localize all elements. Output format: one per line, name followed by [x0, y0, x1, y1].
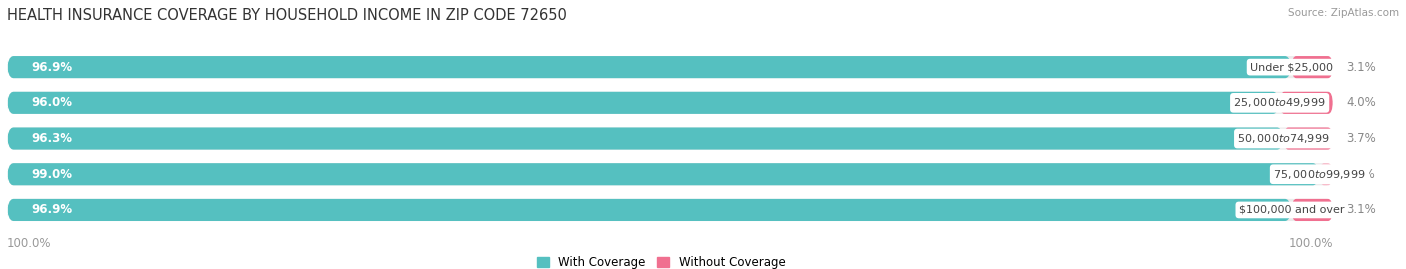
Text: 96.9%: 96.9%	[31, 203, 72, 217]
FancyBboxPatch shape	[1279, 92, 1333, 114]
Text: 99.0%: 99.0%	[31, 168, 72, 181]
Text: 100.0%: 100.0%	[7, 237, 52, 250]
Text: $100,000 and over: $100,000 and over	[1239, 205, 1344, 215]
FancyBboxPatch shape	[7, 128, 1284, 150]
Text: 3.1%: 3.1%	[1346, 203, 1375, 217]
Text: $50,000 to $74,999: $50,000 to $74,999	[1237, 132, 1330, 145]
FancyBboxPatch shape	[7, 56, 1333, 78]
Text: 3.7%: 3.7%	[1346, 132, 1375, 145]
Text: 96.9%: 96.9%	[31, 61, 72, 74]
Text: $75,000 to $99,999: $75,000 to $99,999	[1274, 168, 1365, 181]
Text: 96.0%: 96.0%	[31, 96, 72, 109]
FancyBboxPatch shape	[1292, 199, 1333, 221]
FancyBboxPatch shape	[7, 199, 1333, 221]
FancyBboxPatch shape	[7, 163, 1319, 185]
FancyBboxPatch shape	[7, 92, 1279, 114]
Text: 100.0%: 100.0%	[1288, 237, 1333, 250]
Text: Source: ZipAtlas.com: Source: ZipAtlas.com	[1288, 8, 1399, 18]
FancyBboxPatch shape	[1319, 163, 1333, 185]
Text: 1.0%: 1.0%	[1346, 168, 1375, 181]
FancyBboxPatch shape	[1292, 56, 1333, 78]
Text: $25,000 to $49,999: $25,000 to $49,999	[1233, 96, 1326, 109]
FancyBboxPatch shape	[7, 56, 1292, 78]
FancyBboxPatch shape	[7, 92, 1333, 114]
FancyBboxPatch shape	[1284, 128, 1333, 150]
FancyBboxPatch shape	[7, 163, 1333, 185]
Text: 4.0%: 4.0%	[1346, 96, 1375, 109]
Text: Under $25,000: Under $25,000	[1250, 62, 1333, 72]
FancyBboxPatch shape	[7, 199, 1292, 221]
Text: 3.1%: 3.1%	[1346, 61, 1375, 74]
Text: 96.3%: 96.3%	[31, 132, 72, 145]
Legend: With Coverage, Without Coverage: With Coverage, Without Coverage	[533, 252, 790, 269]
Text: HEALTH INSURANCE COVERAGE BY HOUSEHOLD INCOME IN ZIP CODE 72650: HEALTH INSURANCE COVERAGE BY HOUSEHOLD I…	[7, 8, 567, 23]
FancyBboxPatch shape	[7, 128, 1333, 150]
